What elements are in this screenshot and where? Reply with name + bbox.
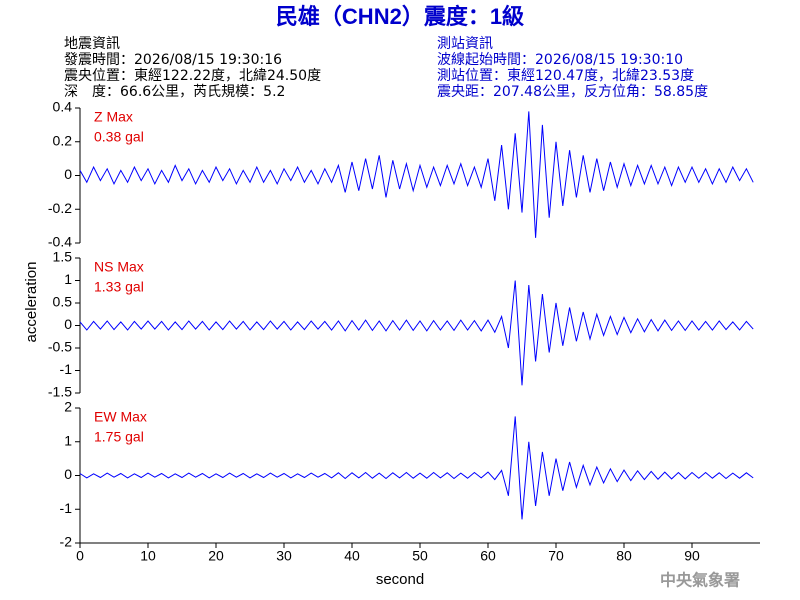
x-tick-label: 80 [616, 548, 632, 564]
x-tick-label: 20 [208, 548, 224, 564]
y-tick-label: 0.2 [53, 132, 73, 148]
chart-title: 民雄（CHN2）震度：1級 [276, 4, 524, 29]
y-tick-label: 0.4 [53, 99, 73, 115]
quake-info: 發震時間：2026/08/15 19:30:16 [64, 52, 282, 68]
y-tick-label: 0 [64, 466, 72, 482]
y-tick-label: -0.2 [48, 200, 72, 216]
x-tick-label: 0 [76, 548, 84, 564]
y-tick-label: 0.5 [53, 294, 73, 310]
panel-max: 1.33 gal [94, 279, 144, 295]
panel-max: 0.38 gal [94, 129, 144, 145]
panel-name: Z Max [94, 109, 133, 125]
station-info: 震央距：207.48公里，反方位角：58.85度 [437, 84, 708, 100]
y-tick-label: -1 [60, 361, 73, 377]
quake-info: 深 度：66.6公里，芮氏規模：5.2 [64, 83, 285, 100]
y-tick-label: -0.5 [48, 339, 72, 355]
waveform [79, 111, 754, 238]
x-tick-label: 90 [684, 548, 700, 564]
y-axis-label: acceleration [23, 262, 40, 343]
x-tick-label: 60 [480, 548, 496, 564]
quake-info: 震央位置：東經122.22度，北緯24.50度 [64, 68, 321, 84]
station-info: 測站資訊 [437, 36, 493, 52]
y-tick-label: -1 [60, 500, 73, 516]
x-tick-label: 40 [344, 548, 360, 564]
station-info: 波線起始時間：2026/08/15 19:30:10 [437, 52, 683, 68]
y-tick-label: -0.4 [48, 234, 72, 250]
panel-name: NS Max [94, 259, 144, 275]
x-tick-label: 70 [548, 548, 564, 564]
quake-info: 地震資訊 [64, 36, 120, 52]
x-tick-label: 10 [140, 548, 156, 564]
x-tick-label: 50 [412, 548, 428, 564]
x-axis-label: second [376, 571, 424, 588]
footer: 中央氣象署 [660, 571, 740, 590]
y-tick-label: -1.5 [48, 384, 72, 400]
y-tick-label: 0 [64, 316, 72, 332]
x-tick-label: 30 [276, 548, 292, 564]
station-info: 測站位置：東經120.47度，北緯23.53度 [437, 68, 694, 84]
y-tick-label: 1.5 [53, 249, 73, 265]
waveform [79, 280, 754, 386]
panel-max: 1.75 gal [94, 429, 144, 445]
y-tick-label: 0 [64, 166, 72, 182]
y-tick-label: 1 [64, 271, 72, 287]
y-tick-label: -2 [60, 534, 73, 550]
y-tick-label: 2 [64, 399, 72, 415]
waveform [79, 416, 754, 520]
panel-name: EW Max [94, 409, 147, 425]
y-tick-label: 1 [64, 432, 72, 448]
